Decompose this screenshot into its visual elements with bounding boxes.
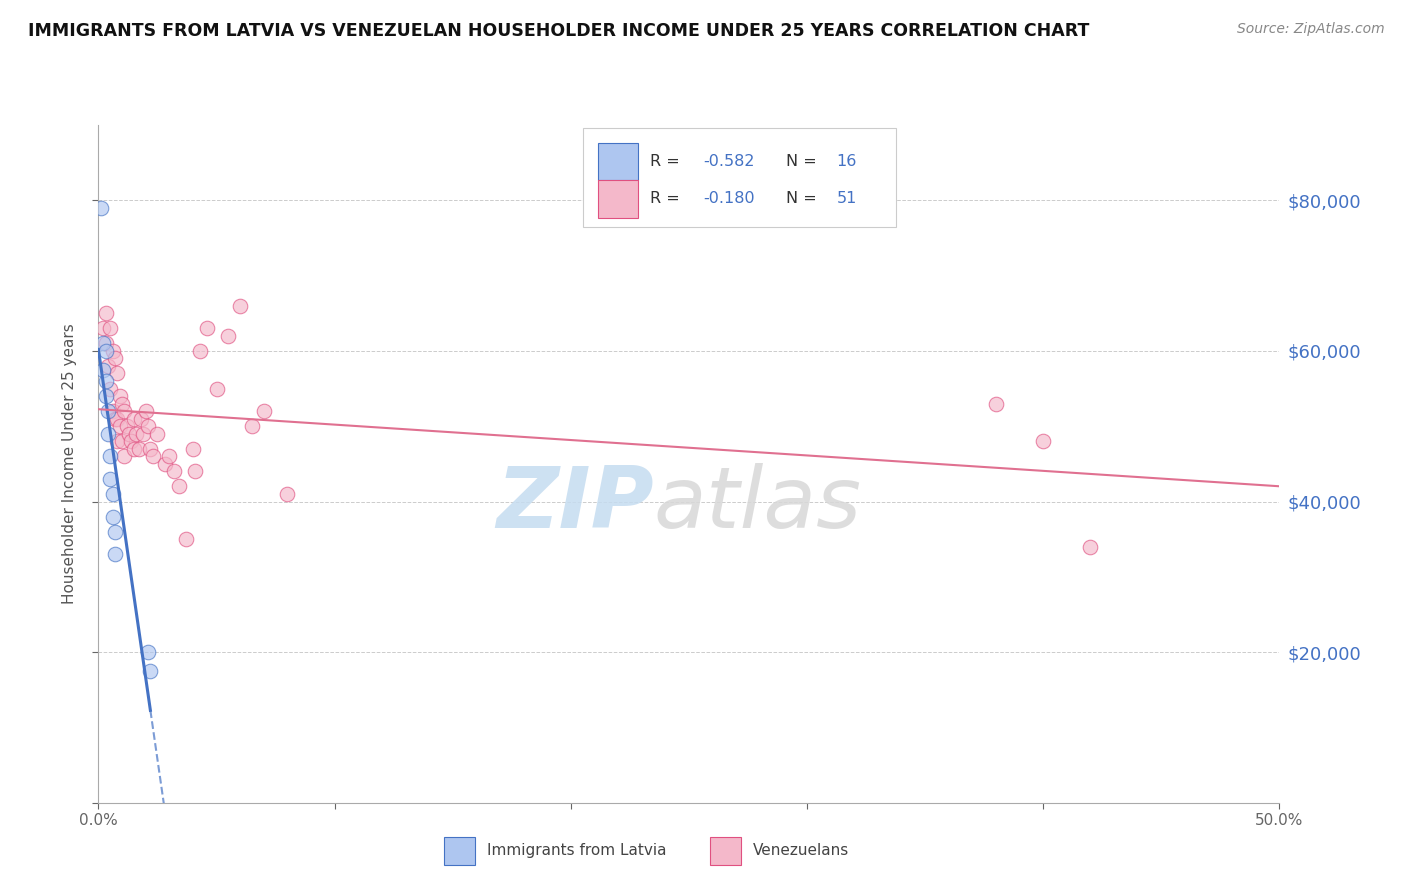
Point — [142, 450, 165, 464]
Text: N =: N = — [786, 154, 821, 169]
Text: Venezuelans: Venezuelans — [752, 844, 849, 858]
Point — [97, 426, 120, 441]
Point — [104, 351, 127, 366]
Point — [105, 367, 128, 381]
Point — [94, 336, 117, 351]
Point — [132, 426, 155, 441]
Text: R =: R = — [650, 154, 685, 169]
FancyBboxPatch shape — [598, 143, 638, 180]
Point — [104, 411, 127, 425]
Point — [105, 411, 128, 425]
Point — [104, 547, 127, 561]
Point — [135, 404, 157, 418]
Point — [122, 442, 145, 456]
FancyBboxPatch shape — [598, 180, 638, 218]
Point — [276, 487, 298, 501]
Text: Immigrants from Latvia: Immigrants from Latvia — [486, 844, 666, 858]
Point — [217, 328, 239, 343]
Point — [1080, 540, 1102, 554]
Point — [101, 343, 124, 358]
Text: IMMIGRANTS FROM LATVIA VS VENEZUELAN HOUSEHOLDER INCOME UNDER 25 YEARS CORRELATI: IMMIGRANTS FROM LATVIA VS VENEZUELAN HOU… — [28, 22, 1090, 40]
Point — [94, 306, 117, 320]
Text: -0.582: -0.582 — [703, 154, 755, 169]
Point — [105, 434, 128, 449]
Point — [94, 343, 117, 358]
Point — [108, 419, 131, 434]
Point — [146, 426, 169, 441]
Point — [97, 404, 120, 418]
Point — [91, 321, 114, 335]
Point — [115, 419, 138, 434]
Point — [94, 374, 117, 388]
Point — [174, 532, 197, 546]
FancyBboxPatch shape — [444, 837, 475, 865]
Point — [104, 524, 127, 539]
Point — [195, 321, 218, 335]
Point — [984, 396, 1007, 410]
Point — [139, 664, 162, 678]
Point — [98, 450, 121, 464]
Point — [167, 479, 190, 493]
Y-axis label: Householder Income Under 25 years: Householder Income Under 25 years — [62, 324, 77, 604]
Point — [229, 299, 252, 313]
Point — [97, 359, 120, 373]
Point — [98, 472, 121, 486]
Point — [101, 404, 124, 418]
Point — [205, 382, 228, 396]
Point — [91, 336, 114, 351]
Point — [181, 442, 204, 456]
Point — [240, 419, 263, 434]
Point — [163, 464, 186, 478]
FancyBboxPatch shape — [582, 128, 896, 227]
Text: 16: 16 — [837, 154, 856, 169]
Point — [111, 396, 134, 410]
Point — [136, 419, 159, 434]
FancyBboxPatch shape — [710, 837, 741, 865]
Point — [101, 487, 124, 501]
Point — [108, 389, 131, 403]
Point — [157, 450, 180, 464]
Point — [111, 434, 134, 449]
Text: -0.180: -0.180 — [703, 191, 755, 206]
Point — [90, 201, 112, 215]
Point — [184, 464, 207, 478]
Point — [188, 343, 211, 358]
Point — [121, 434, 143, 449]
Point — [1032, 434, 1054, 449]
Point — [128, 442, 150, 456]
Text: 51: 51 — [837, 191, 856, 206]
Point — [101, 509, 124, 524]
Point — [136, 645, 159, 659]
Point — [253, 404, 276, 418]
Text: Source: ZipAtlas.com: Source: ZipAtlas.com — [1237, 22, 1385, 37]
Point — [91, 362, 114, 376]
Point — [94, 389, 117, 403]
Text: atlas: atlas — [654, 463, 862, 546]
Point — [98, 321, 121, 335]
Point — [139, 442, 162, 456]
Text: ZIP: ZIP — [496, 463, 654, 546]
Point — [129, 411, 152, 425]
Point — [112, 450, 135, 464]
Point — [112, 404, 135, 418]
Point — [153, 457, 176, 471]
Point — [122, 411, 145, 425]
Text: N =: N = — [786, 191, 821, 206]
Point — [98, 382, 121, 396]
Point — [118, 426, 141, 441]
Text: R =: R = — [650, 191, 685, 206]
Point — [125, 426, 148, 441]
